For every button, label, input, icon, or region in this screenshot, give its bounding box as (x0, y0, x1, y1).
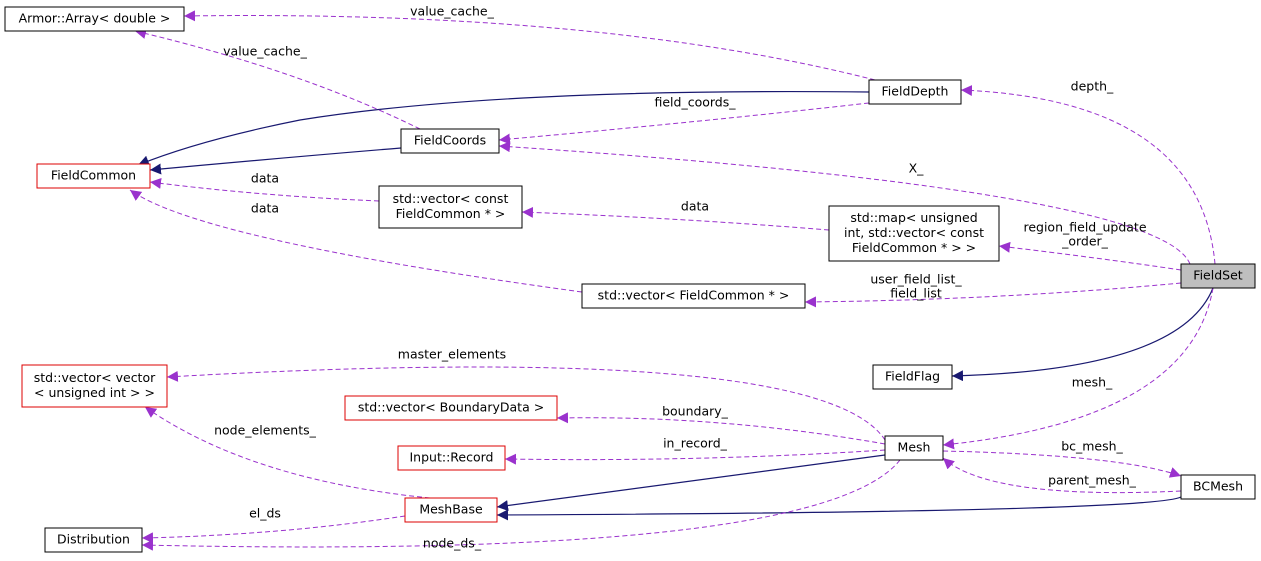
node-label: BCMesh (1193, 479, 1243, 494)
association-edge (144, 406, 431, 499)
edge-label: in_record_ (663, 436, 728, 451)
edge-label: data (251, 201, 279, 216)
class-node (378, 185, 523, 229)
node-label: FieldCommon * > (396, 206, 506, 221)
node-label: < unsigned int > > (34, 385, 155, 400)
node-label: MeshBase (419, 502, 483, 517)
association-edge (129, 189, 583, 293)
node-label: FieldCommon (51, 168, 136, 183)
class-node (44, 527, 143, 553)
association-edge (166, 366, 886, 441)
node-label: Mesh (898, 440, 931, 455)
class-node (884, 435, 944, 461)
inheritance-edge (496, 454, 886, 512)
association-edge (504, 449, 886, 465)
edge-label: el_ds (249, 506, 281, 521)
edge-label: master_elements (398, 347, 506, 362)
class-nodes: Armor::Array< double >FieldDepthFieldCoo… (4, 6, 1256, 553)
node-label: std::vector< const (393, 191, 509, 206)
member-edges: value_cache_ value_cache_ field_coords_ dep… (129, 4, 1216, 551)
class-node (21, 364, 168, 408)
association-edge (498, 102, 870, 145)
class-node (872, 364, 953, 390)
node-label: std::vector< vector (34, 370, 156, 385)
association-edge (183, 10, 876, 81)
edge-label: node_ds_ (423, 536, 482, 551)
edge-label: X_ (909, 161, 925, 176)
class-node (4, 6, 185, 32)
node-label: int, std::vector< const (844, 225, 984, 240)
edge-label: field_coords_ (654, 95, 736, 110)
association-edge (141, 515, 406, 544)
class-node (400, 128, 500, 154)
node-label: FieldSet (1193, 268, 1242, 283)
edge-label: user_field_list_ (870, 272, 962, 287)
association-edge (942, 457, 1182, 494)
class-node (828, 205, 1000, 262)
node-label: Distribution (57, 532, 130, 547)
edge-label: depth_ (1071, 79, 1114, 94)
edge-label: node_elements_ (214, 423, 317, 438)
class-node (868, 79, 962, 105)
inheritance-edge (496, 496, 1182, 521)
association-edge (134, 28, 421, 130)
class-node (404, 497, 498, 523)
association-edge (498, 141, 1191, 265)
edge-label: parent_mesh_ (1048, 473, 1137, 488)
node-label: std::map< unsigned (850, 210, 977, 225)
association-edge (942, 450, 1182, 478)
node-label: FieldFlag (885, 369, 940, 384)
class-node (36, 163, 151, 189)
edge-label: value_cache_ (223, 44, 307, 59)
inheritance-edge (137, 90, 870, 166)
class-node (397, 445, 506, 471)
inheritance-edges (137, 90, 1214, 521)
inheritance-edge (951, 287, 1214, 382)
edge-label: region_field_update (1023, 220, 1146, 235)
edge-label: field_list (890, 286, 942, 301)
association-edge (521, 206, 830, 231)
node-label: Input::Record (410, 450, 494, 465)
node-label: FieldCoords (414, 133, 486, 148)
edge-label: boundary_ (662, 404, 729, 419)
node-label: std::vector< BoundaryData > (358, 400, 544, 415)
association-edge (960, 84, 1216, 265)
edge-label: _order_ (1061, 234, 1109, 249)
edge-label: value_cache_ (410, 4, 494, 19)
class-node (344, 395, 558, 421)
edge-label: mesh_ (1072, 375, 1113, 390)
edge-label: bc_mesh_ (1061, 439, 1123, 454)
association-edge (141, 459, 901, 551)
association-edge (998, 241, 1182, 271)
class-node (1180, 474, 1256, 500)
node-label: std::vector< FieldCommon * > (598, 288, 790, 303)
association-edge (942, 287, 1214, 450)
node-label: FieldCommon * > > (852, 240, 976, 255)
class-node (581, 283, 806, 309)
edge-label: data (251, 171, 279, 186)
inheritance-edge (149, 147, 402, 175)
association-edge (804, 282, 1182, 308)
association-edge (556, 412, 886, 445)
association-edge (149, 177, 380, 202)
class-node (1180, 263, 1256, 289)
edge-label: data (681, 199, 709, 214)
node-label: Armor::Array< double > (19, 11, 171, 26)
node-label: FieldDepth (882, 84, 949, 99)
